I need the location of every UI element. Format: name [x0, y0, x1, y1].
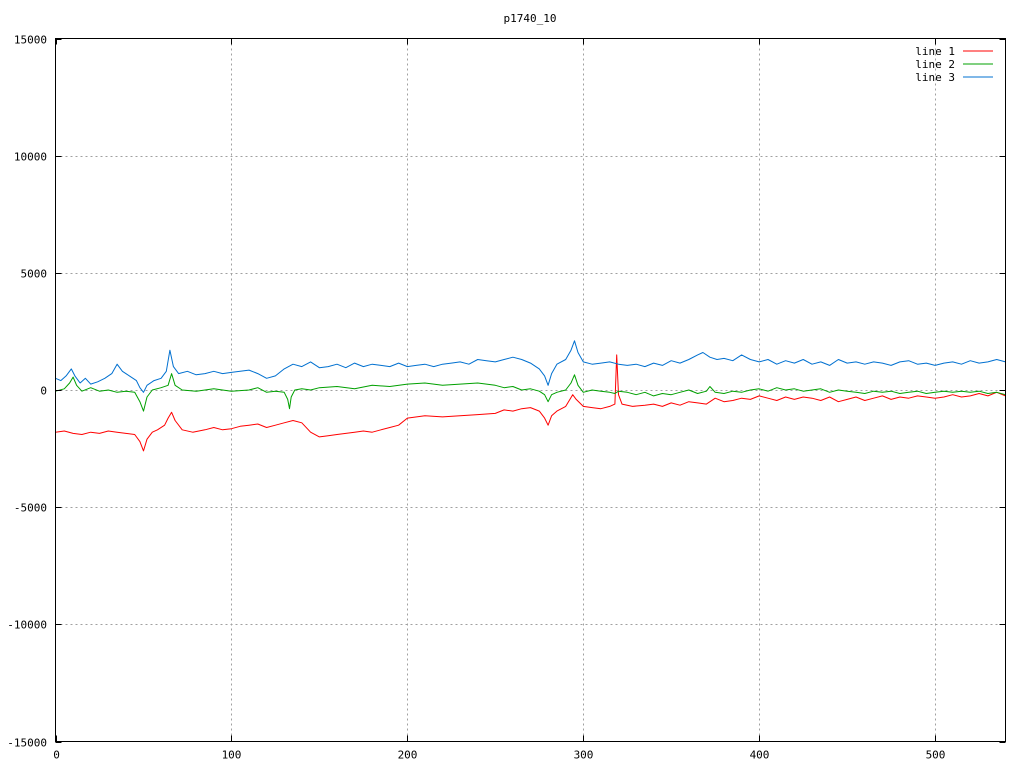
y-tick-label: 5000: [21, 268, 48, 281]
y-tick-label: 10000: [14, 151, 47, 164]
series-lines: [55, 340, 1006, 452]
y-tick-label: -5000: [14, 502, 47, 515]
series-line-2: [55, 373, 1006, 412]
series-line-1: [55, 354, 1006, 452]
legend-label: line 3: [915, 71, 955, 84]
x-tick-label: 200: [398, 749, 418, 762]
y-tick-label: 0: [40, 385, 47, 398]
grid: [55, 38, 1006, 742]
legend-label: line 1: [915, 45, 955, 58]
axis-ticks: -15000 -10000 -5000 0 5000 10000 15000 0 100 200 3…: [7, 34, 1006, 762]
x-tick-label: 0: [53, 749, 60, 762]
x-tick-label: 500: [926, 749, 946, 762]
x-tick-label: 300: [574, 749, 594, 762]
y-tick-label: 15000: [14, 34, 47, 47]
chart-title: p1740_10: [504, 12, 557, 25]
x-tick-label: 400: [750, 749, 770, 762]
y-tick-label: -10000: [7, 619, 47, 632]
x-tick-label: 100: [222, 749, 242, 762]
series-line-3: [55, 340, 1006, 393]
legend-label: line 2: [915, 58, 955, 71]
y-tick-label: -15000: [7, 737, 47, 750]
